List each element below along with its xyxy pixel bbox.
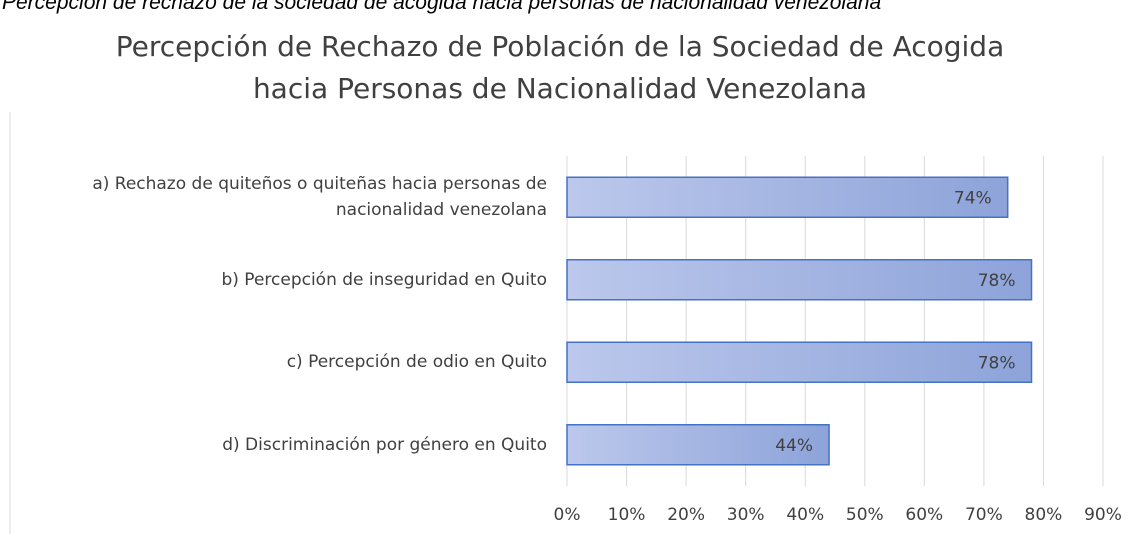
category-label: d) Discriminación por género en Quito <box>222 434 547 455</box>
x-tick-label: 40% <box>786 505 824 525</box>
category-label: b) Percepción de inseguridad en Quito <box>221 269 547 290</box>
bar <box>566 341 1033 383</box>
category-label: a) Rechazo de quiteños o quiteñas hacia … <box>92 174 547 221</box>
value-label: 74% <box>954 188 992 208</box>
x-tick-label: 20% <box>667 505 705 525</box>
x-tick-label: 0% <box>554 505 581 525</box>
bar <box>566 424 830 466</box>
x-tick-label: 70% <box>965 505 1003 525</box>
caption: Percepción de rechazo de la sociedad de … <box>2 0 882 14</box>
x-tick-label: 90% <box>1084 505 1122 525</box>
value-label: 78% <box>978 353 1016 373</box>
x-tick-label: 80% <box>1025 505 1063 525</box>
chart-title: Percepción de Rechazo de Población de la… <box>115 30 1005 105</box>
bar <box>566 259 1033 301</box>
x-tick-label: 60% <box>905 505 943 525</box>
x-tick-label: 10% <box>608 505 646 525</box>
value-label: 44% <box>775 436 813 456</box>
value-label: 78% <box>978 271 1016 291</box>
x-tick-label: 50% <box>846 505 884 525</box>
category-label: c) Percepción de odio en Quito <box>286 352 547 373</box>
x-tick-label: 30% <box>727 505 765 525</box>
bar <box>566 176 1009 218</box>
